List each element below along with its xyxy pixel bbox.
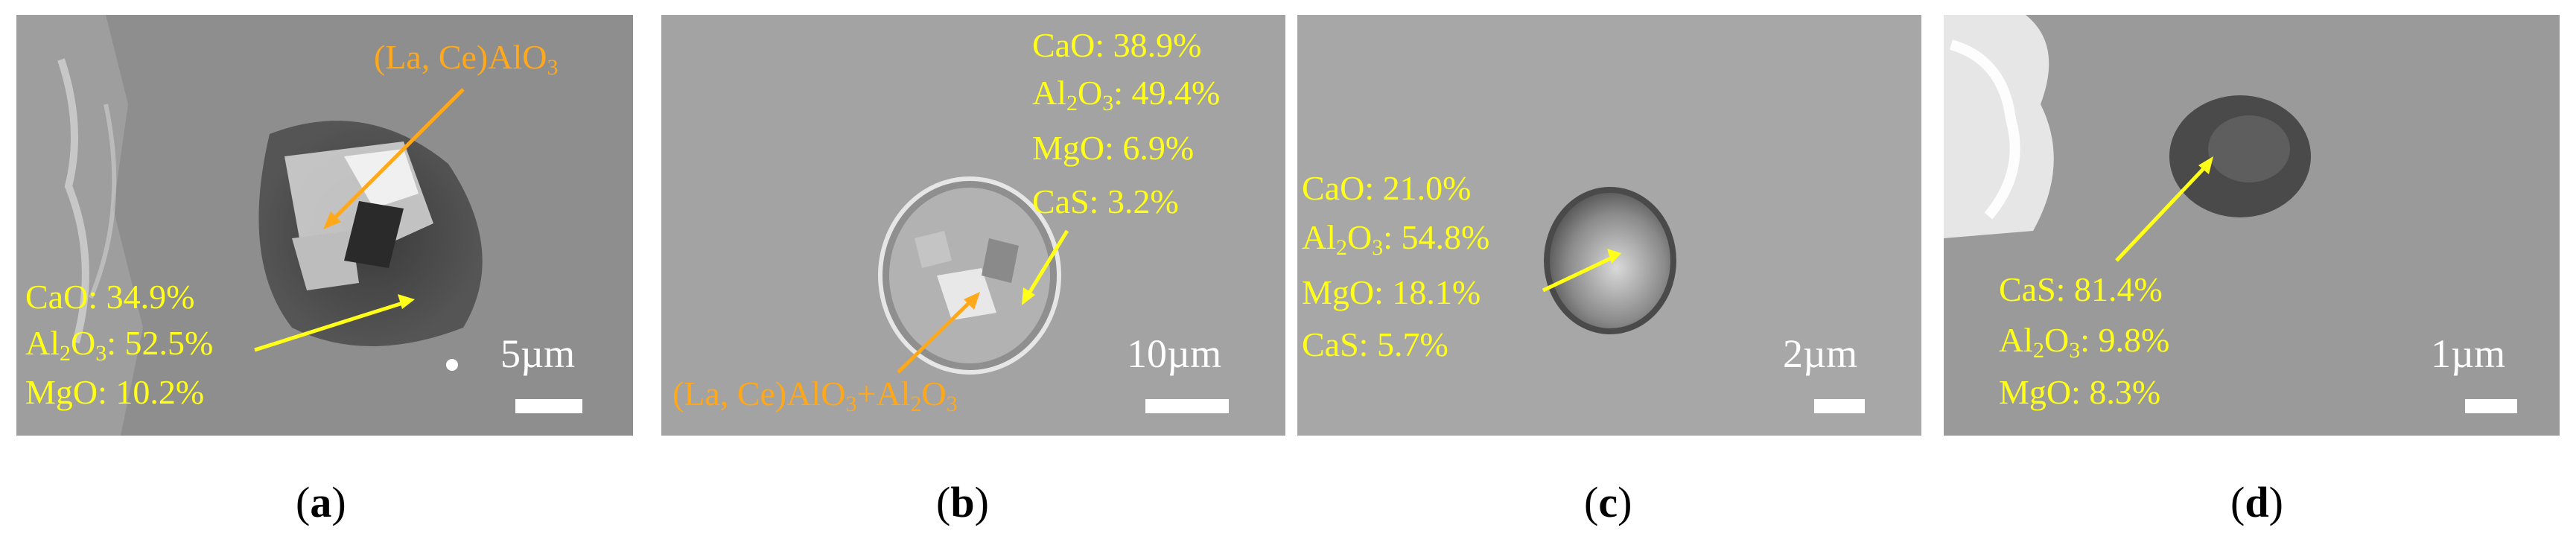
caption-b: (b) <box>936 478 989 526</box>
composition-al2o3-d: Al2O3: 9.8% <box>1999 321 2170 363</box>
scale-label-d: 1µm <box>2431 331 2506 376</box>
caption-d: (d) <box>2230 478 2283 526</box>
composition-cao-b: CaO: 38.9% <box>1032 26 1202 64</box>
composition-mgo-a: MgO: 10.2% <box>25 373 205 411</box>
caption-a: (a) <box>296 478 346 526</box>
scale-label-c: 2µm <box>1783 331 1858 376</box>
composition-mgo-c: MgO: 18.1% <box>1302 273 1481 311</box>
scale-label-b: 10µm <box>1127 331 1222 376</box>
sem-panel-c: CaO: 21.0% Al2O3: 54.8% MgO: 18.1% CaS: … <box>1297 15 1921 436</box>
composition-al2o3-b: Al2O3: 49.4% <box>1032 74 1221 115</box>
composition-mgo-b: MgO: 6.9% <box>1032 129 1195 167</box>
annotation-arrows-d <box>2115 156 2213 262</box>
composition-mgo-d: MgO: 8.3% <box>1999 373 2161 411</box>
sem-panel-a: (La, Ce)AlO3 CaO: 34.9% Al2O3: 52.5% MgO… <box>16 15 633 436</box>
sem-panel-b: CaO: 38.9% Al2O3: 49.4% MgO: 6.9% CaS: 3… <box>661 15 1285 436</box>
scale-bar-d <box>2465 399 2517 413</box>
composition-cas-b: CaS: 3.2% <box>1032 182 1179 220</box>
annotation-arrows-b <box>897 229 1069 374</box>
scale-bar-b <box>1145 399 1229 413</box>
sem-image-c <box>1297 15 1921 436</box>
annotation-arrows-a <box>254 88 465 352</box>
scale-bar-c <box>1814 399 1865 413</box>
composition-cao-a: CaO: 34.9% <box>25 278 195 316</box>
scale-bar-a <box>515 399 582 413</box>
composition-al2o3-a: Al2O3: 52.5% <box>25 324 214 366</box>
annotation-arrows-c <box>1542 249 1621 293</box>
composition-cas-d: CaS: 81.4% <box>1999 270 2163 308</box>
sem-image-d <box>1944 15 2560 436</box>
sem-panel-d: CaS: 81.4% Al2O3: 9.8% MgO: 8.3% 1µm <box>1944 15 2560 436</box>
scale-label-a: 5µm <box>500 331 576 376</box>
composition-cao-c: CaO: 21.0% <box>1302 169 1472 207</box>
particle-label-a: (La, Ce)AlO3 <box>374 38 559 80</box>
sem-image-a <box>16 15 633 436</box>
sem-image-b <box>661 15 1285 436</box>
composition-al2o3-c: Al2O3: 54.8% <box>1302 218 1490 260</box>
particle-label-b: (La, Ce)AlO3+Al2O3 <box>672 375 958 416</box>
composition-cas-c: CaS: 5.7% <box>1302 325 1448 363</box>
caption-c: (c) <box>1584 478 1632 526</box>
